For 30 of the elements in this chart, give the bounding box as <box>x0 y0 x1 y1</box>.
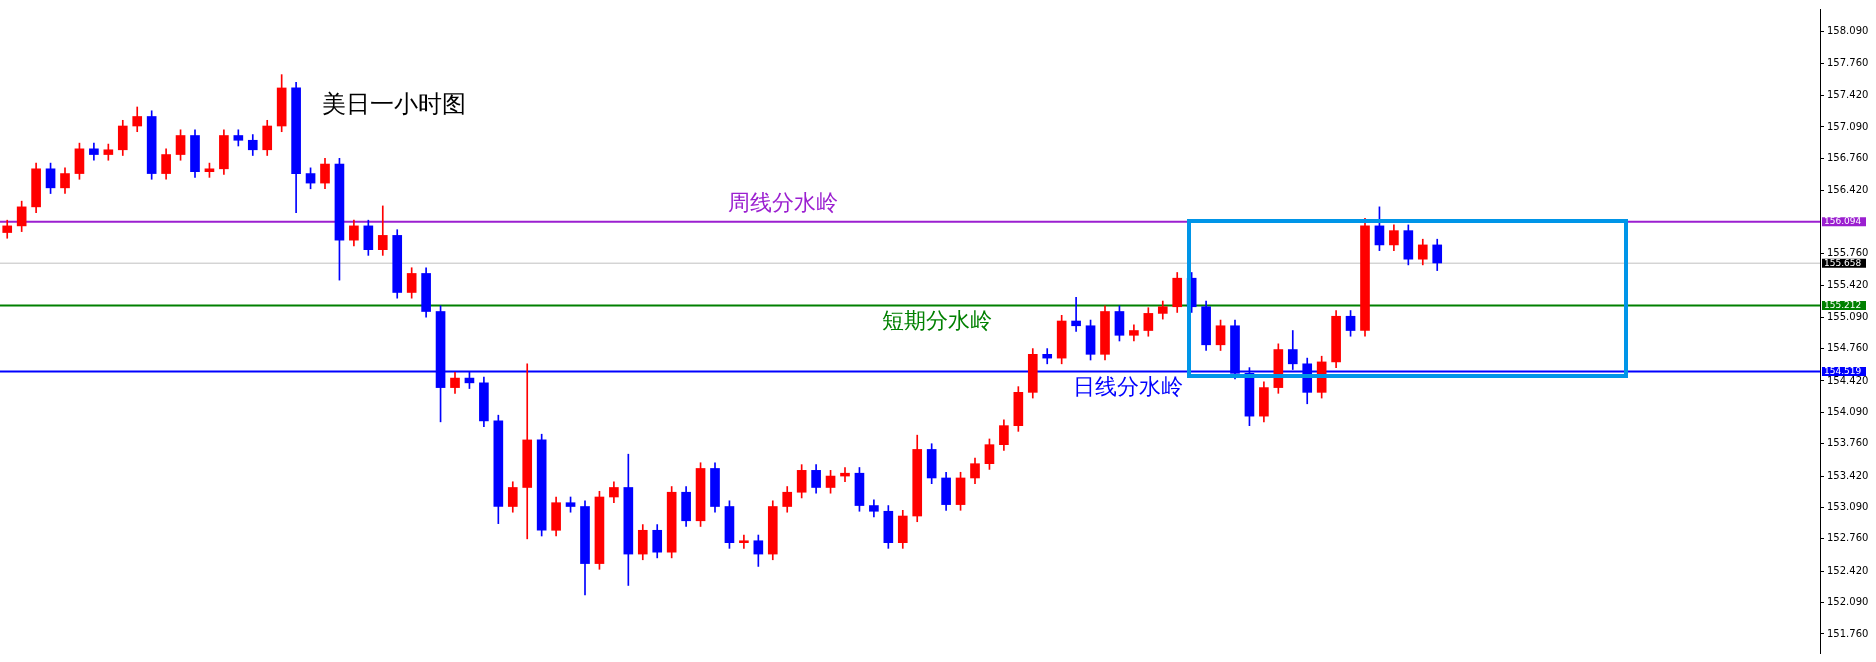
y-tick-label: 152.760 <box>1827 532 1869 544</box>
ref-line-label: 周线分水岭 <box>727 190 838 216</box>
ref-line-label: 日线分水岭 <box>1073 374 1184 400</box>
y-tick-label: 153.760 <box>1827 437 1869 449</box>
y-tick-label: 157.420 <box>1827 89 1869 101</box>
y-tick-label: 153.420 <box>1827 469 1869 481</box>
text: 155.212 <box>1824 299 1862 310</box>
y-tick-label: 158.090 <box>1827 25 1869 37</box>
y-tick-label: 155.760 <box>1827 247 1869 259</box>
y-tick-label: 151.760 <box>1827 627 1869 639</box>
text: 154.519 <box>1824 365 1862 376</box>
text: 美日一小时图 <box>322 89 466 120</box>
y-tick-label: 156.420 <box>1827 184 1869 196</box>
y-tick-label: 152.090 <box>1827 596 1869 608</box>
y-tick-label: 154.090 <box>1827 405 1869 417</box>
y-tick-label: 155.420 <box>1827 279 1869 291</box>
candlestick <box>1042 348 1053 365</box>
y-tick-label: 152.420 <box>1827 564 1869 576</box>
text: 156.094 <box>1824 216 1862 227</box>
candlestick <box>739 534 749 549</box>
ref-line-label: 短期分水岭 <box>882 308 993 334</box>
y-tick-label: 157.760 <box>1827 56 1869 68</box>
y-tick-label: 156.760 <box>1827 151 1869 163</box>
y-tick-label: 155.090 <box>1827 310 1869 322</box>
text: 155.658 <box>1824 257 1862 268</box>
candlestick <box>1071 296 1081 332</box>
y-tick-label: 154.760 <box>1827 342 1869 354</box>
y-tick-label: 157.090 <box>1827 120 1869 132</box>
y-tick-label: 154.420 <box>1827 374 1869 386</box>
y-tick-label: 153.090 <box>1827 501 1869 513</box>
